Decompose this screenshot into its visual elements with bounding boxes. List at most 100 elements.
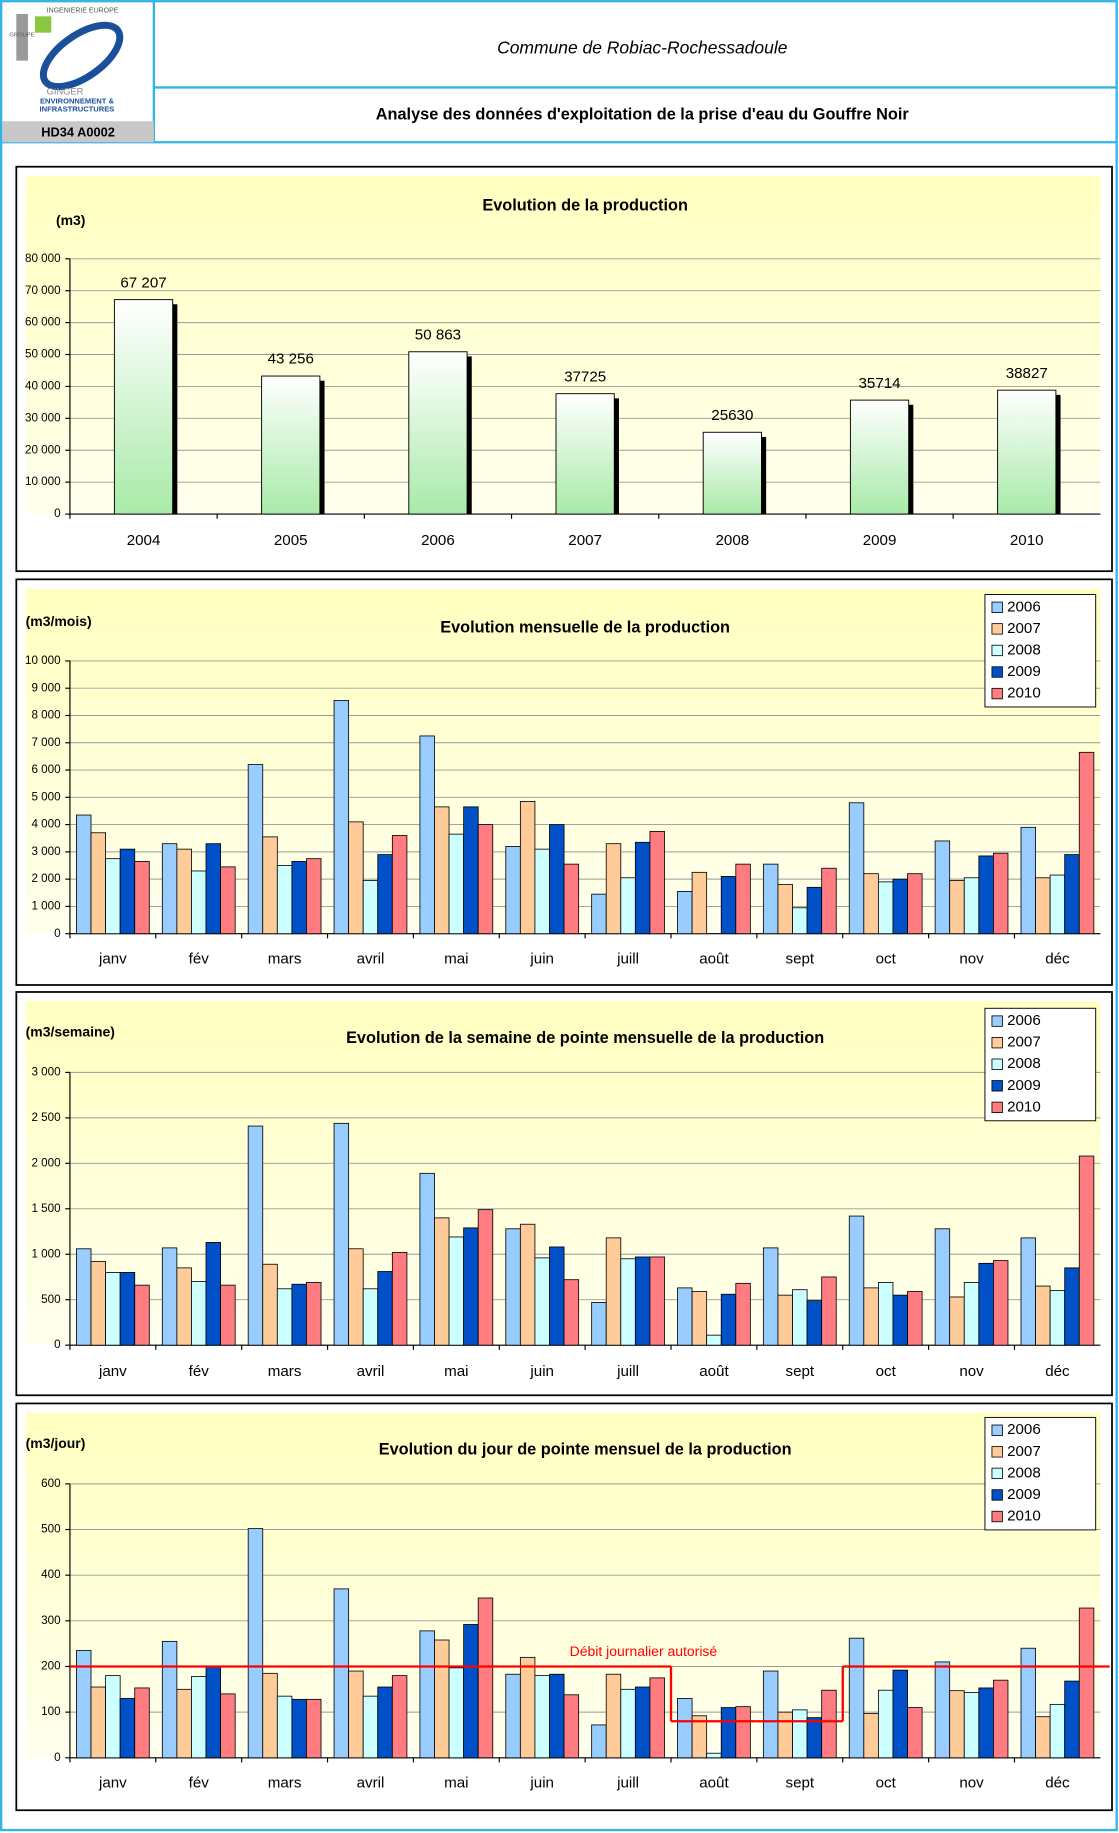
- bar: [907, 1291, 923, 1346]
- bar: [555, 393, 615, 515]
- bar: [348, 821, 364, 935]
- legend-label: 2009: [1007, 1486, 1041, 1503]
- bar: [691, 1291, 708, 1346]
- y-tick-label: 70 000: [25, 284, 61, 297]
- bar: [777, 884, 793, 935]
- bar: [1064, 1680, 1080, 1759]
- y-tick-label: 600: [41, 1477, 61, 1490]
- bar: [877, 1689, 894, 1759]
- logo-text: GROUPE: [9, 33, 34, 39]
- bar: [549, 824, 565, 935]
- y-tick-label: 500: [41, 1523, 61, 1536]
- bar: [333, 1122, 350, 1346]
- logo-square: [34, 16, 52, 33]
- y-tick-label: 10 000: [25, 654, 61, 667]
- bar: [220, 866, 236, 935]
- bar: [262, 1263, 278, 1346]
- bar: [134, 861, 150, 935]
- bar: [191, 870, 207, 935]
- bar: [762, 1247, 779, 1346]
- legend-swatch: [991, 1015, 1003, 1027]
- bar: [306, 1282, 322, 1346]
- x-tick-label: mai: [444, 1774, 468, 1791]
- x-tick-label: juill: [616, 1774, 639, 1791]
- bar: [677, 891, 693, 935]
- bar: [105, 1272, 121, 1346]
- y-tick-label: 3 000: [31, 845, 61, 858]
- y-tick-label: 1 500: [31, 1202, 61, 1215]
- bar: [477, 1209, 494, 1346]
- y-tick-label: 0: [54, 927, 61, 940]
- bar: [377, 1686, 393, 1759]
- bar: [306, 858, 322, 935]
- bar: [563, 1279, 580, 1346]
- bar: [119, 848, 136, 935]
- y-axis-unit: (m3): [56, 212, 85, 228]
- x-tick-label: déc: [1045, 1363, 1070, 1380]
- value-label: 67 207: [120, 274, 166, 291]
- bar: [306, 1698, 322, 1759]
- bar: [276, 1695, 293, 1759]
- bar: [505, 1228, 521, 1346]
- bar: [176, 1688, 192, 1759]
- x-tick-label: fév: [189, 1363, 210, 1380]
- bar: [220, 1693, 236, 1759]
- legend-swatch: [991, 1424, 1003, 1436]
- y-tick-label: 10 000: [25, 475, 61, 488]
- legend-swatch: [991, 623, 1003, 635]
- legend-box: [984, 594, 1097, 708]
- bar: [735, 863, 751, 935]
- bar: [205, 1242, 222, 1346]
- bar: [907, 873, 923, 935]
- bar: [362, 1288, 379, 1346]
- bar: [777, 1294, 793, 1346]
- bar: [649, 1677, 665, 1759]
- legend-label: 2010: [1007, 685, 1041, 702]
- x-tick-label: nov: [959, 950, 984, 967]
- x-tick-label: fév: [189, 1774, 210, 1791]
- bar: [519, 1223, 536, 1346]
- bar: [848, 802, 865, 935]
- bar: [706, 1752, 722, 1759]
- bar: [649, 831, 665, 935]
- bar: [1078, 1155, 1095, 1346]
- bar: [563, 863, 580, 935]
- bar: [549, 1673, 565, 1759]
- bar: [90, 1686, 106, 1759]
- legend-label: 2006: [1007, 1012, 1041, 1029]
- bar: [634, 841, 651, 935]
- y-tick-label: 40 000: [25, 380, 61, 393]
- bar: [691, 871, 708, 935]
- bar: [563, 1694, 580, 1759]
- legend-swatch: [991, 1058, 1003, 1070]
- bar: [291, 1283, 307, 1346]
- bar: [276, 1288, 293, 1346]
- y-tick-label: 2 000: [31, 872, 61, 885]
- bar: [377, 854, 393, 935]
- commune: Commune de Robiac-Rochessadoule: [497, 38, 788, 58]
- bar: [76, 1248, 92, 1346]
- bar: [863, 873, 879, 935]
- bar: [997, 389, 1057, 515]
- x-tick-label: avril: [357, 1774, 385, 1791]
- bar: [863, 1287, 879, 1346]
- bar: [591, 893, 607, 935]
- x-tick-label: 2008: [716, 532, 750, 549]
- x-tick-label: avril: [357, 1363, 385, 1380]
- x-tick-label: mars: [268, 950, 302, 967]
- bar: [505, 846, 521, 935]
- bar: [634, 1256, 651, 1346]
- y-tick-label: 1 000: [31, 1247, 61, 1260]
- bar: [892, 1294, 908, 1346]
- legend-label: 2009: [1007, 1077, 1041, 1094]
- bar: [792, 1289, 808, 1346]
- bar: [205, 1666, 222, 1759]
- bar: [992, 1260, 1009, 1346]
- bar: [434, 1639, 450, 1759]
- bar: [348, 1670, 364, 1759]
- bar: [161, 1247, 178, 1346]
- bar: [1049, 874, 1066, 935]
- legend-label: 2007: [1007, 1034, 1041, 1051]
- bar: [391, 1252, 408, 1346]
- value-label: 35714: [858, 375, 900, 392]
